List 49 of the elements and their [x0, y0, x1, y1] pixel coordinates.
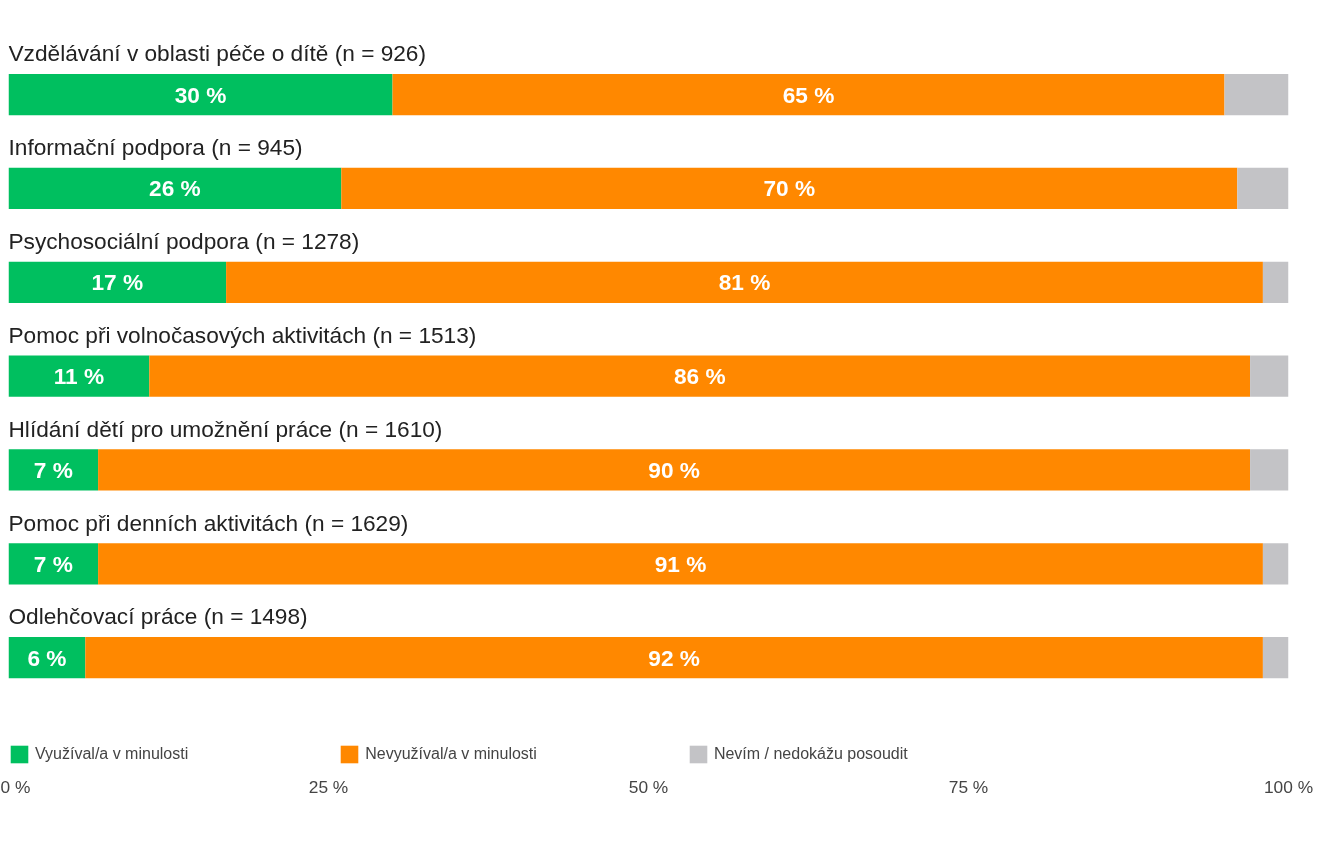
- bar: [341, 167, 1238, 210]
- legend-label: Nevyužíval/a v minulosti: [365, 745, 537, 763]
- bar: [1262, 261, 1289, 303]
- bar: [1262, 636, 1289, 679]
- y-tick-label: Odlehčovací práce (n = 1498): [8, 603, 308, 630]
- bar: [1250, 355, 1289, 397]
- bar: [8, 261, 227, 303]
- legend-label: Nevím / nedokážu posoudit: [713, 745, 908, 763]
- data-label: 6 %: [27, 644, 67, 671]
- y-tick-label: Pomoc při denních aktivitách (n = 1629): [8, 509, 409, 536]
- data-label: 7 %: [33, 456, 73, 483]
- bar: [85, 636, 1263, 679]
- bar: [8, 543, 99, 585]
- x-tick-label: 75 %: [948, 776, 989, 797]
- bar: [392, 73, 1225, 116]
- y-tick-label: Vzdělávání v oblasti péče o dítě (n = 926): [8, 40, 427, 67]
- y-tick-label: Pomoc při volnočasových aktivitách (n = 1513): [8, 321, 477, 348]
- data-label: 92 %: [648, 644, 700, 671]
- bar: [8, 167, 342, 210]
- data-label: 86 %: [673, 363, 726, 390]
- bar: [1224, 73, 1289, 116]
- bar: [149, 355, 1251, 397]
- x-tick-label: 0 %: [0, 776, 31, 797]
- data-label: 7 %: [33, 550, 73, 577]
- data-label: 91 %: [654, 550, 707, 577]
- x-tick-label: 100 %: [1263, 776, 1314, 797]
- data-label: 30 %: [174, 81, 227, 108]
- data-label: 65 %: [782, 81, 835, 108]
- x-tick-label: 25 %: [308, 776, 349, 797]
- y-tick-label: Hlídání dětí pro umožnění práce (n = 1610): [8, 415, 443, 442]
- bar: [226, 261, 1263, 303]
- data-label: 11 %: [53, 363, 105, 390]
- y-tick-label: Informační podpora (n = 945): [8, 134, 303, 161]
- legend-label: Využíval/a v minulosti: [35, 745, 189, 763]
- y-tick-label: Psychosociální podpora (n = 1278): [8, 228, 360, 255]
- bar: [8, 449, 99, 491]
- bar: [8, 73, 393, 116]
- bar: [1262, 543, 1289, 585]
- data-label: 17 %: [91, 269, 144, 296]
- data-label: 90 %: [648, 456, 700, 483]
- bar: [8, 355, 150, 397]
- data-label: 81 %: [718, 269, 771, 296]
- bar: [1250, 449, 1289, 491]
- bar: [1237, 167, 1289, 210]
- data-label: 26 %: [149, 175, 201, 202]
- x-tick-label: 50 %: [628, 776, 669, 797]
- bar: [98, 543, 1263, 585]
- data-label: 70 %: [763, 175, 816, 202]
- bar: [98, 449, 1251, 491]
